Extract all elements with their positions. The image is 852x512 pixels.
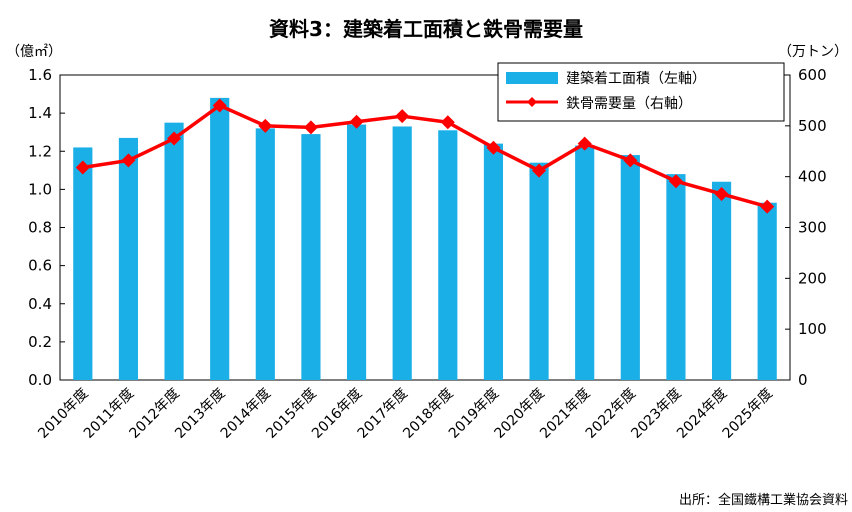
right-axis-unit: （万トン）: [778, 44, 848, 60]
x-tick-label: 2025年度: [720, 386, 776, 442]
bar: [620, 155, 640, 380]
line-point: [440, 115, 455, 130]
line-point: [714, 186, 729, 201]
left-tick-label: 0.0: [28, 371, 52, 389]
bar: [73, 147, 93, 380]
legend-bar-swatch: [506, 72, 558, 84]
legend-line-marker: [527, 97, 537, 107]
left-axis-unit: （億㎡）: [6, 44, 62, 60]
line-point: [75, 160, 90, 175]
source-note: 出所：全国鐵構工業協会資料: [679, 492, 848, 508]
right-tick-label: 600: [798, 66, 827, 84]
line-point: [167, 131, 182, 146]
right-tick-label: 200: [798, 269, 827, 287]
bar: [575, 145, 595, 380]
left-tick-label: 1.4: [28, 104, 52, 122]
left-tick-label: 0.2: [28, 333, 52, 351]
bar: [666, 174, 686, 380]
bar: [346, 124, 367, 380]
line-point: [486, 140, 501, 155]
line-point: [577, 136, 592, 151]
bar: [529, 162, 549, 380]
left-tick-label: 0.6: [28, 257, 52, 275]
right-tick-label: 0: [798, 371, 808, 389]
line-series-path: [82, 103, 768, 209]
right-axis: 0 100 200 300 400 500 600: [785, 66, 827, 389]
line-point: [303, 120, 318, 135]
right-tick-label: 300: [798, 219, 827, 237]
x-axis: 2010年度2011年度2012年度2013年度2014年度2015年度2016…: [35, 386, 776, 442]
left-tick-label: 0.8: [28, 219, 52, 237]
bar: [210, 97, 230, 380]
left-tick-label: 1.6: [28, 66, 52, 84]
line-point: [760, 199, 775, 214]
right-tick-label: 100: [798, 320, 827, 338]
legend: 建築着工面積（左軸） 鉄骨需要量（右軸）: [497, 62, 785, 122]
bar: [438, 130, 458, 380]
line-point: [668, 174, 683, 189]
left-tick-label: 0.4: [28, 295, 52, 313]
line-series: [75, 98, 775, 214]
line-point: [395, 109, 410, 124]
left-tick-label: 1.2: [28, 142, 52, 160]
bar: [255, 128, 275, 380]
bar: [483, 143, 504, 380]
bar-series: [73, 97, 777, 380]
chart-title: 資料3：建築着工面積と鉄骨需要量: [269, 17, 583, 41]
bar: [118, 137, 139, 380]
left-tick-label: 1.0: [28, 180, 52, 198]
line-point: [532, 163, 547, 178]
bar: [757, 202, 777, 380]
line-point: [258, 118, 273, 133]
bar: [392, 126, 412, 380]
bar: [164, 122, 184, 380]
bar: [301, 134, 321, 380]
right-tick-label: 500: [798, 117, 827, 135]
right-tick-label: 400: [798, 168, 827, 186]
legend-line-label: 鉄骨需要量（右軸）: [566, 96, 692, 112]
legend-bar-label: 建築着工面積（左軸）: [566, 71, 706, 87]
line-point: [623, 153, 638, 168]
bar: [711, 181, 732, 380]
line-point: [121, 153, 136, 168]
left-axis: 0.0 0.2 0.4 0.6 0.8 1.0 1.2 1.4 1.6: [28, 66, 65, 389]
line-point: [212, 98, 227, 113]
line-point: [349, 114, 364, 129]
